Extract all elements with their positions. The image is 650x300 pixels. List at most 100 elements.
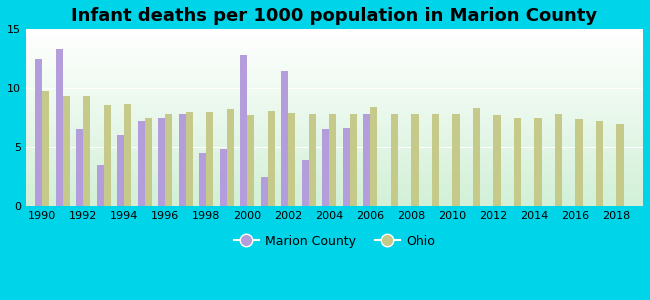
Bar xyxy=(26,82,643,83)
Bar xyxy=(343,128,350,206)
Bar xyxy=(186,112,193,206)
Bar xyxy=(26,202,643,203)
Bar xyxy=(26,132,643,133)
Bar xyxy=(26,54,643,55)
Bar xyxy=(26,37,643,38)
Bar xyxy=(26,122,643,123)
Bar xyxy=(26,161,643,162)
Bar xyxy=(26,96,643,97)
Bar xyxy=(206,112,213,206)
Bar xyxy=(26,71,643,72)
Bar xyxy=(26,138,643,139)
Bar xyxy=(26,167,643,168)
Bar xyxy=(26,123,643,124)
Bar xyxy=(26,120,643,121)
Bar xyxy=(26,81,643,82)
Bar xyxy=(26,88,643,89)
Bar xyxy=(432,114,439,206)
Bar xyxy=(35,59,42,206)
Bar xyxy=(26,188,643,189)
Bar xyxy=(26,116,643,117)
Bar xyxy=(26,106,643,107)
Bar xyxy=(350,114,357,206)
Bar xyxy=(26,196,643,197)
Bar xyxy=(26,107,643,108)
Bar xyxy=(26,111,643,112)
Bar xyxy=(26,142,643,143)
Bar xyxy=(26,145,643,146)
Bar xyxy=(26,117,643,118)
Bar xyxy=(452,114,460,206)
Bar xyxy=(42,91,49,206)
Bar xyxy=(26,68,643,69)
Bar xyxy=(26,168,643,169)
Bar xyxy=(26,205,643,206)
Bar xyxy=(26,150,643,151)
Bar xyxy=(26,166,643,167)
Bar xyxy=(26,140,643,141)
Bar xyxy=(26,40,643,41)
Bar xyxy=(26,124,643,125)
Bar xyxy=(26,66,643,67)
Bar xyxy=(26,58,643,59)
Bar xyxy=(26,90,643,91)
Bar xyxy=(26,185,643,186)
Bar xyxy=(26,131,643,132)
Bar xyxy=(26,97,643,98)
Bar xyxy=(26,112,643,113)
Bar xyxy=(26,64,643,65)
Bar xyxy=(26,121,643,122)
Bar xyxy=(26,152,643,153)
Bar xyxy=(26,115,643,116)
Bar xyxy=(26,42,643,43)
Bar xyxy=(26,170,643,171)
Bar xyxy=(514,118,521,206)
Bar xyxy=(26,143,643,144)
Bar xyxy=(26,100,643,101)
Bar xyxy=(26,128,643,129)
Bar xyxy=(26,153,643,154)
Bar xyxy=(26,91,643,92)
Bar xyxy=(26,49,643,50)
Bar xyxy=(26,126,643,127)
Bar xyxy=(26,30,643,31)
Bar xyxy=(26,114,643,115)
Bar xyxy=(26,149,643,150)
Bar xyxy=(138,121,145,206)
Bar xyxy=(26,113,643,114)
Bar xyxy=(26,48,643,49)
Bar xyxy=(26,69,643,70)
Bar xyxy=(26,39,643,40)
Bar xyxy=(26,46,643,47)
Bar xyxy=(26,53,643,54)
Bar xyxy=(26,67,643,68)
Bar xyxy=(268,111,275,206)
Bar xyxy=(302,160,309,206)
Bar xyxy=(26,35,643,36)
Bar xyxy=(26,70,643,71)
Bar xyxy=(26,45,643,46)
Bar xyxy=(26,156,643,157)
Bar xyxy=(26,80,643,81)
Bar xyxy=(26,32,643,33)
Bar xyxy=(26,85,643,86)
Bar xyxy=(26,110,643,111)
Bar xyxy=(26,33,643,34)
Bar xyxy=(97,165,104,206)
Bar xyxy=(26,52,643,53)
Bar xyxy=(26,95,643,96)
Bar xyxy=(55,49,62,206)
Bar xyxy=(179,114,186,206)
Bar xyxy=(26,183,643,184)
Bar xyxy=(391,114,398,206)
Bar xyxy=(26,129,643,130)
Bar xyxy=(26,79,643,80)
Bar xyxy=(26,56,643,57)
Bar xyxy=(26,187,643,188)
Bar xyxy=(26,135,643,136)
Bar xyxy=(26,191,643,192)
Bar xyxy=(26,36,643,37)
Bar xyxy=(26,94,643,95)
Bar xyxy=(26,127,643,128)
Bar xyxy=(62,96,70,206)
